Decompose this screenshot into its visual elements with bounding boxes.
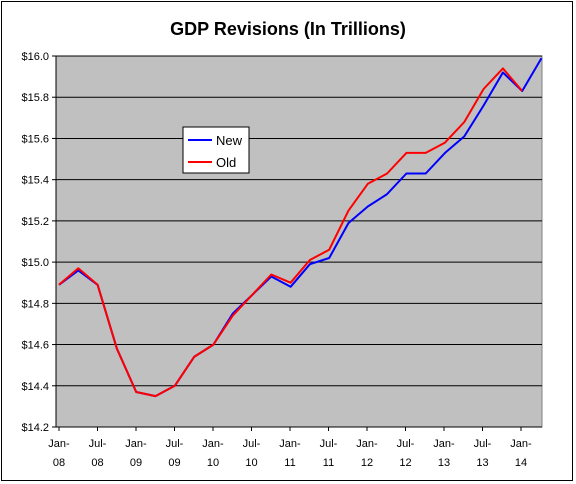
- y-tick-label: $15.6: [21, 133, 49, 145]
- x-tick-label-month: Jul-: [397, 438, 415, 450]
- series-layer: [58, 57, 543, 398]
- x-tick-label-month: Jul-: [320, 438, 338, 450]
- x-tick-label-month: Jul-: [89, 438, 107, 450]
- legend: New Old: [182, 126, 250, 174]
- x-tick-label-year: 08: [91, 457, 103, 469]
- y-tick-label: $14.2: [21, 422, 49, 434]
- x-tick-label-month: Jan-: [510, 438, 532, 450]
- x-tick-label-year: 12: [399, 457, 411, 469]
- x-tick-label-year: 08: [53, 457, 65, 469]
- x-tick-label-year: 10: [207, 457, 219, 469]
- legend-box: [182, 126, 250, 174]
- y-axis: $14.2 $14.4 $14.6 $14.8 $15.0 $15.2 $15.4 $15.6…: [21, 51, 57, 434]
- y-tick-label: $15.8: [21, 92, 49, 104]
- x-axis: Jan- 08 Jul- 08 Jan- 09 Jul- 09 Jan- 10 Jul- 10 Jan-…: [48, 426, 542, 469]
- x-tick-label-month: Jan-: [433, 438, 455, 450]
- chart-title: GDP Revisions (In Trillions): [170, 19, 406, 39]
- legend-label-old: Old: [216, 155, 236, 170]
- x-tick-label-year: 13: [438, 457, 450, 469]
- plot-area: [55, 55, 543, 428]
- x-tick-label-month: Jan-: [356, 438, 378, 450]
- x-tick-label-month: Jul-: [166, 438, 184, 450]
- y-tick-label: $14.8: [21, 298, 49, 310]
- x-tick-label-year: 13: [476, 457, 488, 469]
- y-tick-label: $16.0: [21, 51, 49, 63]
- x-tick-label-month: Jan-: [279, 438, 301, 450]
- legend-label-new: New: [216, 133, 243, 148]
- x-tick-label-year: 12: [361, 457, 373, 469]
- y-tick-label: $14.4: [21, 381, 49, 393]
- x-tick-label-month: Jan-: [125, 438, 147, 450]
- y-tick-label: $15.0: [21, 257, 49, 269]
- y-tick-label: $15.4: [21, 175, 49, 187]
- y-tick-label: $14.6: [21, 340, 49, 352]
- x-tick-label-year: 11: [323, 457, 334, 469]
- x-tick-label-year: 10: [245, 457, 257, 469]
- x-tick-label-year: 11: [284, 457, 295, 469]
- x-tick-label-year: 14: [515, 457, 527, 469]
- x-tick-label-month: Jan-: [202, 438, 224, 450]
- x-tick-label-month: Jul-: [474, 438, 492, 450]
- x-tick-label-year: 09: [168, 457, 180, 469]
- x-tick-label-year: 09: [130, 457, 142, 469]
- y-tick-label: $15.2: [21, 216, 49, 228]
- series-line-old: [58, 67, 523, 398]
- x-tick-label-month: Jan-: [48, 438, 70, 450]
- x-tick-label-month: Jul-: [243, 438, 261, 450]
